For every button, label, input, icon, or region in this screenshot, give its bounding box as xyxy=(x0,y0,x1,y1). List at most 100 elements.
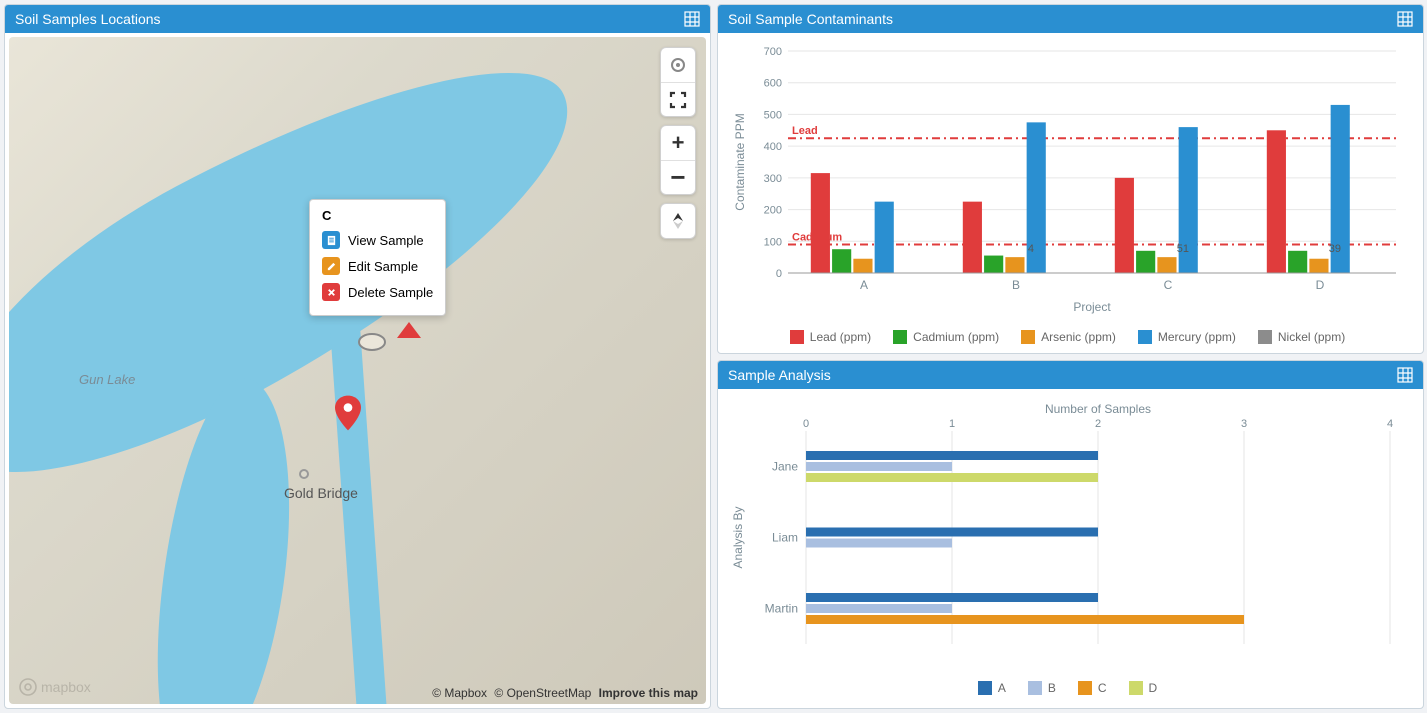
svg-text:600: 600 xyxy=(764,78,782,90)
svg-text:500: 500 xyxy=(764,109,782,121)
svg-text:100: 100 xyxy=(764,236,782,248)
hbar xyxy=(806,528,1098,537)
popup-delete-sample[interactable]: Delete Sample xyxy=(322,279,433,305)
map-marker-ellipse[interactable] xyxy=(357,332,387,352)
bar xyxy=(875,202,894,273)
contaminants-body: 0100200300400500600700Contaminate PPMLea… xyxy=(718,33,1423,353)
svg-text:Analysis By: Analysis By xyxy=(731,506,745,568)
hbar xyxy=(806,451,1098,460)
attrib-osm[interactable]: © OpenStreetMap xyxy=(494,686,591,700)
grid-icon[interactable] xyxy=(1397,367,1413,383)
legend-label: Nickel (ppm) xyxy=(1278,330,1345,344)
map-marker[interactable] xyxy=(397,322,421,354)
bar xyxy=(853,259,872,273)
legend-item[interactable]: Lead (ppm) xyxy=(790,330,871,344)
popup-edit-sample[interactable]: Edit Sample xyxy=(322,253,433,279)
mapbox-logo: mapbox xyxy=(19,678,91,696)
locate-button[interactable] xyxy=(661,48,695,82)
bar xyxy=(1115,178,1134,273)
view-icon xyxy=(322,231,340,249)
legend-label: Lead (ppm) xyxy=(810,330,871,344)
analysis-panel: Sample Analysis Number of Samples01234An… xyxy=(717,360,1424,709)
svg-text:Number of Samples: Number of Samples xyxy=(1045,402,1151,416)
zoom-in-button[interactable]: + xyxy=(661,126,695,160)
grid-icon[interactable] xyxy=(684,11,700,27)
zoom-out-button[interactable]: − xyxy=(661,160,695,194)
legend-item[interactable]: D xyxy=(1129,681,1158,695)
legend-item[interactable]: A xyxy=(978,681,1006,695)
analysis-body: Number of Samples01234Analysis ByJaneLia… xyxy=(718,389,1423,708)
svg-text:200: 200 xyxy=(764,205,782,217)
legend-item[interactable]: Arsenic (ppm) xyxy=(1021,330,1116,344)
town-marker xyxy=(299,469,309,479)
svg-text:C: C xyxy=(1164,278,1173,292)
bar xyxy=(984,256,1003,273)
legend-label: Arsenic (ppm) xyxy=(1041,330,1116,344)
svg-text:Lead: Lead xyxy=(792,125,818,137)
svg-text:3: 3 xyxy=(1241,418,1247,430)
legend-item[interactable]: Cadmium (ppm) xyxy=(893,330,999,344)
map-canvas[interactable]: Gun Lake Gold Bridge xyxy=(9,37,706,704)
contaminants-header: Soil Sample Contaminants xyxy=(718,5,1423,33)
svg-text:Project: Project xyxy=(1073,300,1111,314)
map-panel: Soil Samples Locations Gun Lake Gold Bri… xyxy=(4,4,711,709)
legend-swatch xyxy=(1258,330,1272,344)
svg-text:Jane: Jane xyxy=(772,460,798,474)
legend-swatch xyxy=(1078,681,1092,695)
svg-text:0: 0 xyxy=(776,268,782,280)
hbar xyxy=(806,593,1098,602)
svg-text:1: 1 xyxy=(949,418,955,430)
map-body: Gun Lake Gold Bridge xyxy=(5,33,710,708)
hbar xyxy=(806,539,952,548)
lake-label: Gun Lake xyxy=(79,372,135,387)
bar xyxy=(1005,257,1024,273)
bar xyxy=(1309,259,1328,273)
legend-item[interactable]: B xyxy=(1028,681,1056,695)
bar xyxy=(1157,257,1176,273)
legend-swatch xyxy=(893,330,907,344)
legend-swatch xyxy=(1028,681,1042,695)
map-controls: + − xyxy=(660,47,696,239)
map-attribution: © Mapbox © OpenStreetMap Improve this ma… xyxy=(432,686,698,700)
legend-label: C xyxy=(1098,681,1107,695)
grid-icon[interactable] xyxy=(1397,11,1413,27)
hbar xyxy=(806,615,1244,624)
map-marker-pin[interactable] xyxy=(335,395,359,427)
legend-swatch xyxy=(790,330,804,344)
analysis-chart: Number of Samples01234Analysis ByJaneLia… xyxy=(728,399,1408,674)
svg-text:51: 51 xyxy=(1177,243,1189,255)
svg-text:Liam: Liam xyxy=(772,531,798,545)
map-title: Soil Samples Locations xyxy=(15,11,161,27)
compass-button[interactable] xyxy=(661,204,695,238)
mapbox-logo-text: mapbox xyxy=(41,679,91,695)
legend-item[interactable]: Nickel (ppm) xyxy=(1258,330,1345,344)
bar xyxy=(1136,251,1155,273)
legend-label: Cadmium (ppm) xyxy=(913,330,999,344)
svg-text:4: 4 xyxy=(1387,418,1393,430)
fullscreen-button[interactable] xyxy=(661,82,695,116)
legend-item[interactable]: C xyxy=(1078,681,1107,695)
hbar xyxy=(806,462,952,471)
legend-label: A xyxy=(998,681,1006,695)
map-popup: C View Sample Edit Sample xyxy=(309,199,446,316)
analysis-legend: A B C D xyxy=(728,681,1407,695)
popup-view-sample[interactable]: View Sample xyxy=(322,227,433,253)
attrib-improve[interactable]: Improve this map xyxy=(599,686,698,700)
legend-label: D xyxy=(1149,681,1158,695)
legend-label: B xyxy=(1048,681,1056,695)
town-label: Gold Bridge xyxy=(284,485,358,501)
svg-text:300: 300 xyxy=(764,173,782,185)
analysis-header: Sample Analysis xyxy=(718,361,1423,389)
legend-label: Mercury (ppm) xyxy=(1158,330,1236,344)
map-panel-header: Soil Samples Locations xyxy=(5,5,710,33)
bar xyxy=(1267,130,1286,273)
legend-item[interactable]: Mercury (ppm) xyxy=(1138,330,1236,344)
svg-text:Martin: Martin xyxy=(765,602,798,616)
popup-item-label: View Sample xyxy=(348,233,424,248)
contaminants-title: Soil Sample Contaminants xyxy=(728,11,893,27)
popup-item-label: Edit Sample xyxy=(348,259,418,274)
attrib-mapbox[interactable]: © Mapbox xyxy=(432,686,487,700)
bar xyxy=(811,173,830,273)
svg-text:400: 400 xyxy=(764,141,782,153)
popup-title: C xyxy=(322,208,433,223)
